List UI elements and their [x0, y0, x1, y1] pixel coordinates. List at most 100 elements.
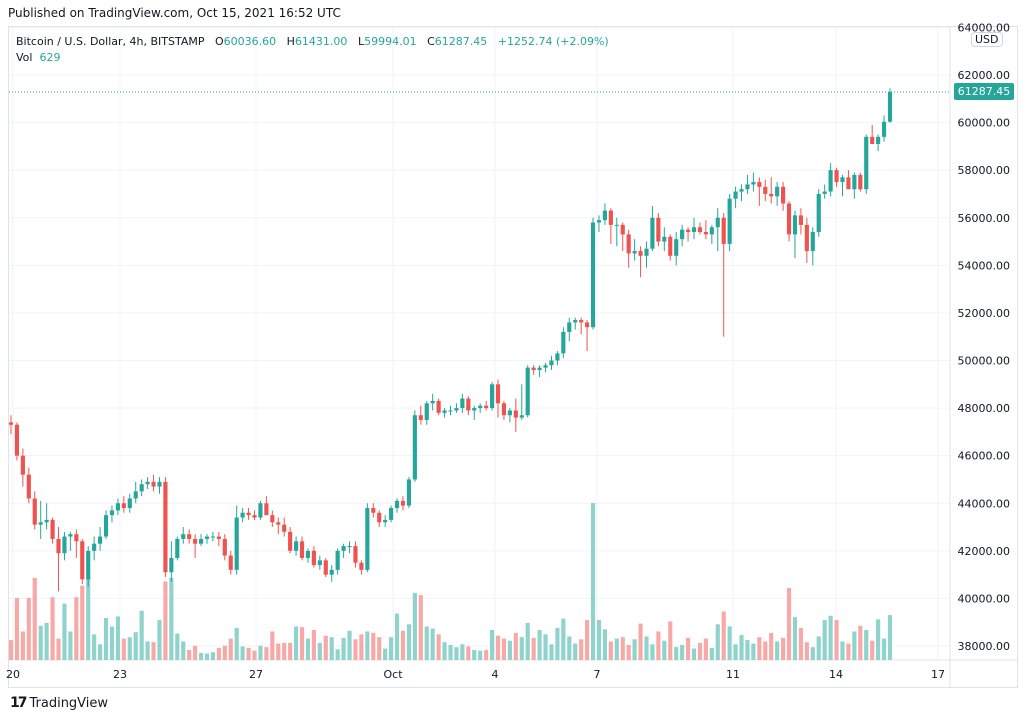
volume-bar [852, 631, 857, 660]
volume-bar [656, 631, 661, 660]
candle-body [359, 562, 364, 570]
volume-bar [406, 624, 412, 660]
volume-bar [383, 648, 388, 660]
candle-body [169, 557, 174, 573]
volume-bar [50, 597, 55, 660]
volume-bar [394, 613, 400, 660]
volume-bar [549, 644, 554, 660]
volume-bar [341, 637, 346, 660]
volume-bar [44, 622, 49, 660]
volume-bar [115, 616, 120, 660]
candle-body [478, 405, 483, 409]
volume-bar [228, 638, 233, 660]
candle-body [252, 515, 257, 518]
candle-body [745, 184, 750, 190]
candle-body [317, 560, 322, 566]
candle-body [543, 365, 548, 368]
time-tick-label: Oct [383, 668, 403, 681]
candle-body [448, 410, 453, 412]
candle-body [38, 522, 43, 525]
volume-bar [133, 632, 138, 660]
volume-bar [709, 647, 714, 660]
candle-body [644, 248, 649, 256]
candle-body [228, 555, 233, 570]
volume-bar [400, 630, 406, 660]
volume-bar [668, 621, 673, 660]
volume-bar [721, 611, 726, 660]
time-tick-label: 27 [249, 668, 263, 681]
candle-body [163, 481, 168, 573]
change-value: +1252.74 (+2.09%) [497, 35, 609, 48]
low-value: 59994.01 [364, 35, 417, 48]
candle-body [377, 512, 382, 523]
volume-bar [240, 646, 245, 660]
volume-bar [804, 642, 809, 660]
volume-bar [555, 627, 560, 660]
candle-body [466, 398, 471, 411]
volume-bar [501, 638, 507, 660]
volume-bar [846, 643, 851, 660]
low-label: L [357, 35, 365, 48]
volume-bar [507, 640, 512, 660]
tradingview-footer[interactable]: 17 TradingView [10, 695, 108, 711]
volume-bar [519, 637, 524, 660]
candle-body [680, 229, 685, 240]
volume-bar [181, 641, 186, 660]
candle-body [424, 403, 429, 420]
volume-value: 629 [39, 51, 61, 64]
candle-body [258, 503, 263, 518]
candle-body [365, 508, 370, 570]
volume-bar [163, 581, 168, 660]
candle-body [133, 491, 138, 499]
candle-body [840, 177, 845, 183]
candle-body [353, 546, 358, 563]
volume-bar [14, 597, 20, 660]
candle-body [454, 408, 459, 411]
chart-frame [8, 26, 1018, 688]
candle-body [157, 481, 162, 487]
candle-body [751, 182, 756, 185]
candle-body [323, 560, 328, 575]
volume-bar [472, 650, 477, 660]
volume-bar [745, 640, 750, 660]
candle-body [8, 422, 14, 425]
volume-bar [442, 642, 447, 660]
candle-body [495, 384, 501, 404]
time-tick-label: 17 [931, 668, 945, 681]
time-tick-label: 23 [113, 668, 127, 681]
candle-body [92, 543, 97, 551]
price-tick-label: 52000.00 [958, 307, 1011, 320]
candle-body [561, 331, 566, 354]
volume-bar [109, 626, 115, 660]
candle-body [810, 232, 815, 252]
volume-bar [151, 642, 156, 660]
candle-body [383, 519, 388, 523]
candle-body [685, 229, 691, 233]
candle-body [299, 541, 305, 558]
volume-bar [798, 627, 803, 660]
volume-bar [573, 643, 578, 660]
candle-body [32, 498, 37, 525]
volume-bar [216, 647, 221, 660]
currency-button[interactable]: USD [971, 32, 1003, 47]
volume-bar [876, 619, 881, 660]
volume-bar [691, 648, 697, 660]
candle-body [50, 519, 55, 539]
candle-body [62, 536, 67, 554]
candle-body [371, 508, 376, 513]
candle-body [579, 320, 584, 323]
candle-body [519, 415, 524, 418]
candle-body [305, 550, 311, 558]
candle-body [329, 569, 334, 575]
symbol-title[interactable]: Bitcoin / U.S. Dollar, 4h, BITSTAMP [16, 35, 205, 48]
published-note: Published on TradingView.com, Oct 15, 20… [8, 6, 341, 20]
candle-body [721, 217, 726, 244]
volume-bar [614, 638, 619, 660]
candle-body [26, 474, 31, 499]
volume-bar [62, 603, 67, 660]
volume-bar [626, 645, 631, 660]
volume-bar [252, 650, 257, 660]
volume-bar [781, 637, 786, 660]
volume-bar [638, 623, 643, 660]
